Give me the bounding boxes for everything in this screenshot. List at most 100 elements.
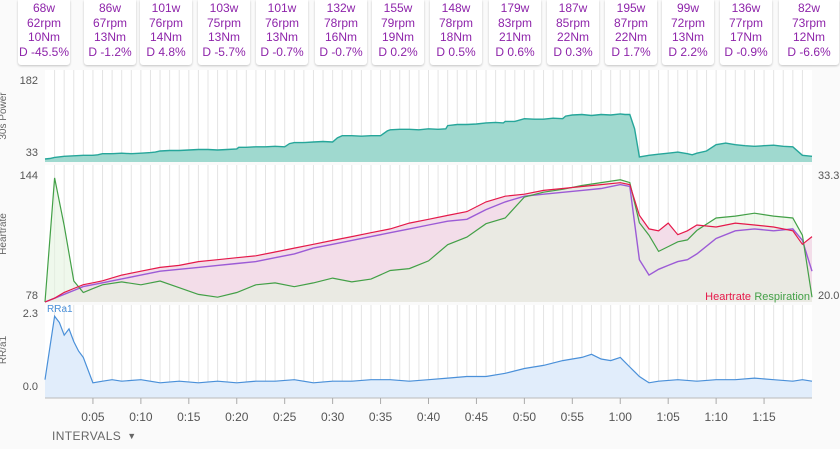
interval-cadence: 87rpm [613, 15, 648, 30]
interval-cadence: 62rpm [26, 15, 61, 30]
interval-decoupling: D -1.2% [88, 44, 132, 59]
legend-rra1: RRa1 [47, 304, 73, 315]
interval-power: 195w [616, 1, 646, 15]
y-tick-label: 33 [26, 147, 38, 159]
interval-power: 99w [676, 1, 699, 15]
x-tick-label: 1:05 [657, 410, 681, 424]
x-tick-label: 0:15 [177, 410, 201, 424]
heartrate-line [44, 182, 813, 303]
interval-card[interactable]: 179w 83rpm 21Nm D 0.6% [489, 0, 541, 65]
interval-cadence: 75rpm [206, 15, 241, 30]
power-area [45, 113, 812, 162]
y-tick-label: 2.3 [23, 308, 38, 320]
y-axis-label: 30s Power [0, 92, 9, 140]
legend-respiration: Respiration [754, 291, 810, 303]
interval-decoupling: D -5.7% [202, 44, 246, 59]
interval-card[interactable]: 132w 78rpm 16Nm D -0.7% [315, 0, 367, 65]
respiration-area [45, 177, 812, 302]
interval-power: 132w [326, 1, 356, 15]
interval-decoupling: D -6.6% [787, 44, 831, 59]
interval-torque: 19Nm [381, 30, 414, 45]
interval-cadence: 76rpm [148, 15, 183, 30]
interval-decoupling: D -0.7% [319, 44, 363, 59]
interval-card[interactable]: 155w 79rpm 19Nm D 0.2% [372, 0, 424, 65]
interval-card[interactable]: 101w 76rpm 13Nm D -0.7% [256, 0, 308, 65]
heartrate-smooth-line [44, 183, 813, 303]
interval-torque: 21Nm [498, 30, 531, 45]
y-tick-label: 182 [20, 75, 38, 87]
interval-cadence: 79rpm [380, 15, 415, 30]
interval-torque: 17Nm [729, 30, 762, 45]
interval-card[interactable]: 86w 67rpm 13Nm D -1.2% [84, 0, 136, 65]
chevron-down-icon: ▼ [127, 431, 137, 441]
interval-card[interactable]: 195w 87rpm 22Nm D 1.7% [605, 0, 657, 65]
interval-torque: 22Nm [614, 30, 647, 45]
interval-card[interactable]: 101w 76rpm 14Nm D 4.8% [140, 0, 192, 65]
interval-torque: 16Nm [324, 30, 357, 45]
interval-card[interactable]: 136w 77rpm 17Nm D -0.9% [720, 0, 772, 65]
interval-cadence: 85rpm [555, 15, 590, 30]
interval-decoupling: D 0.3% [553, 44, 593, 59]
x-tick-label: 1:15 [752, 410, 776, 424]
interval-decoupling: D 0.2% [378, 44, 418, 59]
interval-cadence: 72rpm [670, 15, 705, 30]
x-tick-label: 0:10 [129, 410, 153, 424]
x-tick-label: 0:55 [561, 410, 585, 424]
respiration-line [44, 177, 813, 303]
interval-card[interactable]: 82w 73rpm 12Nm D -6.6% [779, 0, 839, 65]
rr-area [45, 316, 812, 398]
interval-decoupling: D -0.7% [260, 44, 304, 59]
interval-cadence: 76rpm [264, 15, 299, 30]
y-axis-label: RR/a1 [0, 335, 9, 364]
y-tick-label: 0.0 [23, 381, 38, 393]
y-tick-label: 144 [20, 170, 38, 182]
interval-power: 82w [797, 1, 820, 15]
interval-card[interactable]: 103w 75rpm 13Nm D -5.7% [198, 0, 250, 65]
interval-decoupling: D -45.5% [18, 44, 70, 59]
x-tick-label: 0:45 [465, 410, 489, 424]
interval-power: 86w [98, 1, 121, 15]
x-tick-label: 0:05 [81, 410, 105, 424]
intervals-label: INTERVALS [52, 429, 122, 443]
x-tick-label: 0:50 [513, 410, 537, 424]
interval-card[interactable]: 187w 85rpm 22Nm D 0.3% [547, 0, 599, 65]
interval-decoupling: D 1.7% [611, 44, 651, 59]
x-tick-label: 0:35 [369, 410, 393, 424]
interval-decoupling: D 4.8% [146, 44, 186, 59]
power-line [44, 113, 813, 160]
interval-power: 101w [267, 1, 297, 15]
interval-decoupling: D 0.6% [495, 44, 535, 59]
interval-card[interactable]: 68w 62rpm 10Nm D -45.5% [18, 0, 70, 65]
interval-torque: 22Nm [556, 30, 589, 45]
y-tick-label: 78 [26, 290, 38, 302]
interval-cadence: 83rpm [497, 15, 532, 30]
x-tick-label: 0:20 [225, 410, 249, 424]
interval-power: 103w [209, 1, 239, 15]
interval-cadence: 77rpm [728, 15, 763, 30]
y-right-tick-label: 33.3 [818, 170, 839, 182]
interval-torque: 14Nm [149, 30, 182, 45]
interval-torque: 13Nm [207, 30, 240, 45]
interval-cadence: 73rpm [791, 15, 826, 30]
interval-power: 101w [151, 1, 181, 15]
interval-card[interactable]: 99w 72rpm 13Nm D 2.2% [662, 0, 714, 65]
interval-cadence: 78rpm [323, 15, 358, 30]
interval-torque: 13Nm [671, 30, 704, 45]
interval-power: 179w [500, 1, 530, 15]
interval-decoupling: D 0.5% [436, 44, 476, 59]
legend-heartrate: Heartrate [705, 291, 751, 303]
interval-power: 187w [558, 1, 588, 15]
intervals-dropdown-button[interactable]: INTERVALS ▼ [52, 429, 137, 443]
x-tick-label: 0:30 [321, 410, 345, 424]
y-axis-label: Heartrate [0, 213, 9, 255]
x-tick-label: 0:40 [417, 410, 441, 424]
interval-power: 68w [32, 1, 55, 15]
interval-power: 136w [731, 1, 761, 15]
interval-cadence: 78rpm [438, 15, 473, 30]
interval-power: 148w [441, 1, 471, 15]
y-right-tick-label: 20.0 [818, 290, 839, 302]
interval-cadence: 67rpm [92, 15, 127, 30]
interval-card[interactable]: 148w 78rpm 18Nm D 0.5% [430, 0, 482, 65]
interval-decoupling: D 2.2% [668, 44, 708, 59]
